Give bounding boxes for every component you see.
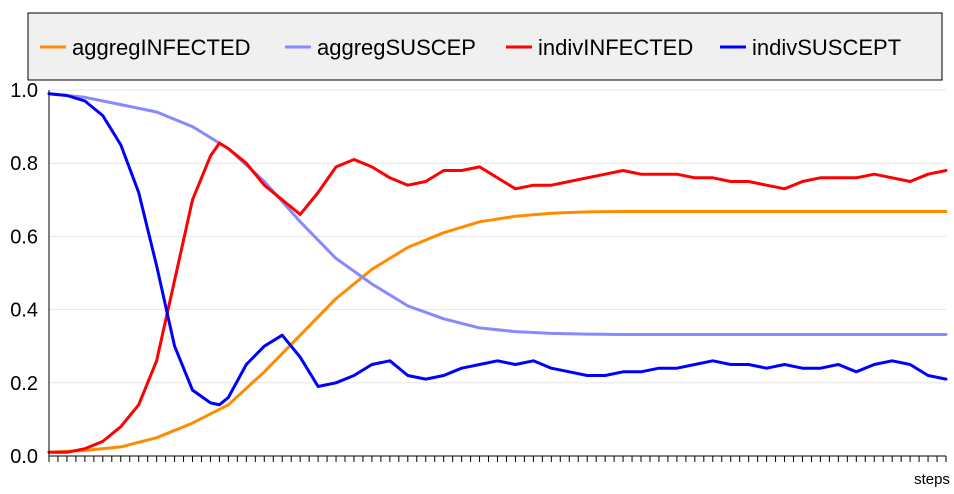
x-tick-marks xyxy=(48,456,947,462)
y-tick-label: 1.0 xyxy=(10,80,38,102)
y-tick-label: 0.6 xyxy=(10,226,38,248)
y-tick-label: 0.4 xyxy=(10,300,38,322)
y-tick-label: 0.0 xyxy=(10,446,38,468)
legend: aggregINFECTED aggregSUSCEP indivINFECTED i… xyxy=(27,12,943,81)
series-line-indivINFECTED xyxy=(47,141,948,454)
legend-label: aggregSUSCEP xyxy=(317,35,476,60)
series-lines xyxy=(47,92,948,454)
x-axis-label: steps xyxy=(914,471,950,488)
y-tick-labels: 0.0 0.2 0.4 0.6 0.8 1.0 xyxy=(10,80,38,468)
series-line-aggregINFECTED xyxy=(47,210,948,454)
y-tick-label: 0.8 xyxy=(10,153,38,175)
y-tick-label: 0.2 xyxy=(10,373,38,395)
legend-label: indivINFECTED xyxy=(538,35,693,60)
series-line-aggregSUSCEP xyxy=(47,92,948,336)
series-line-indivSUSCEPT xyxy=(47,92,948,407)
axes xyxy=(48,90,946,457)
gridlines xyxy=(49,89,946,384)
legend-label: indivSUSCEPT xyxy=(752,35,901,60)
legend-label: aggregINFECTED xyxy=(72,35,251,60)
legend-box xyxy=(27,12,943,81)
